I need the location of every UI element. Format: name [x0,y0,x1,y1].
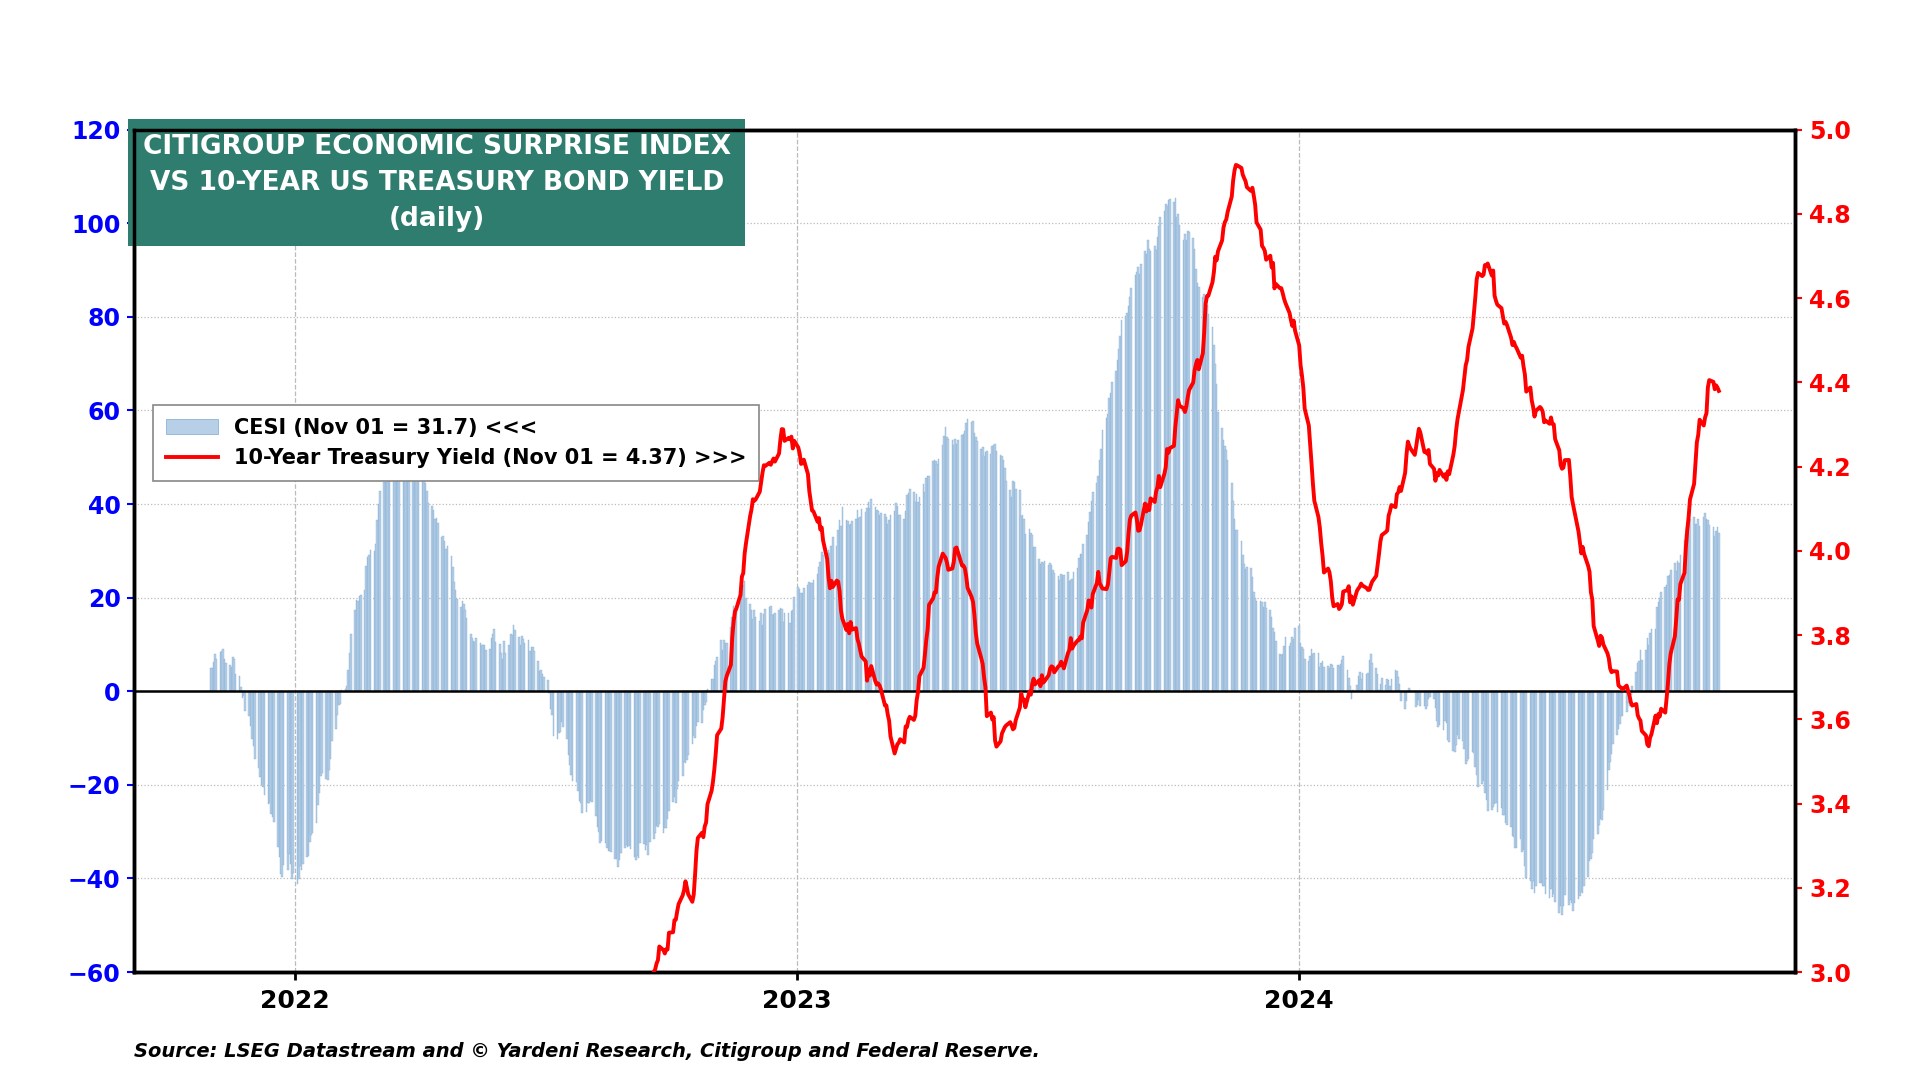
Legend: CESI (Nov 01 = 31.7) <<<, 10-Year Treasury Yield (Nov 01 = 4.37) >>>: CESI (Nov 01 = 31.7) <<<, 10-Year Treasu… [154,405,760,481]
Text: CITIGROUP ECONOMIC SURPRISE INDEX
VS 10-YEAR US TREASURY BOND YIELD
(daily): CITIGROUP ECONOMIC SURPRISE INDEX VS 10-… [142,134,732,232]
Text: Source: LSEG Datastream and © Yardeni Research, Citigroup and Federal Reserve.: Source: LSEG Datastream and © Yardeni Re… [134,1041,1041,1061]
